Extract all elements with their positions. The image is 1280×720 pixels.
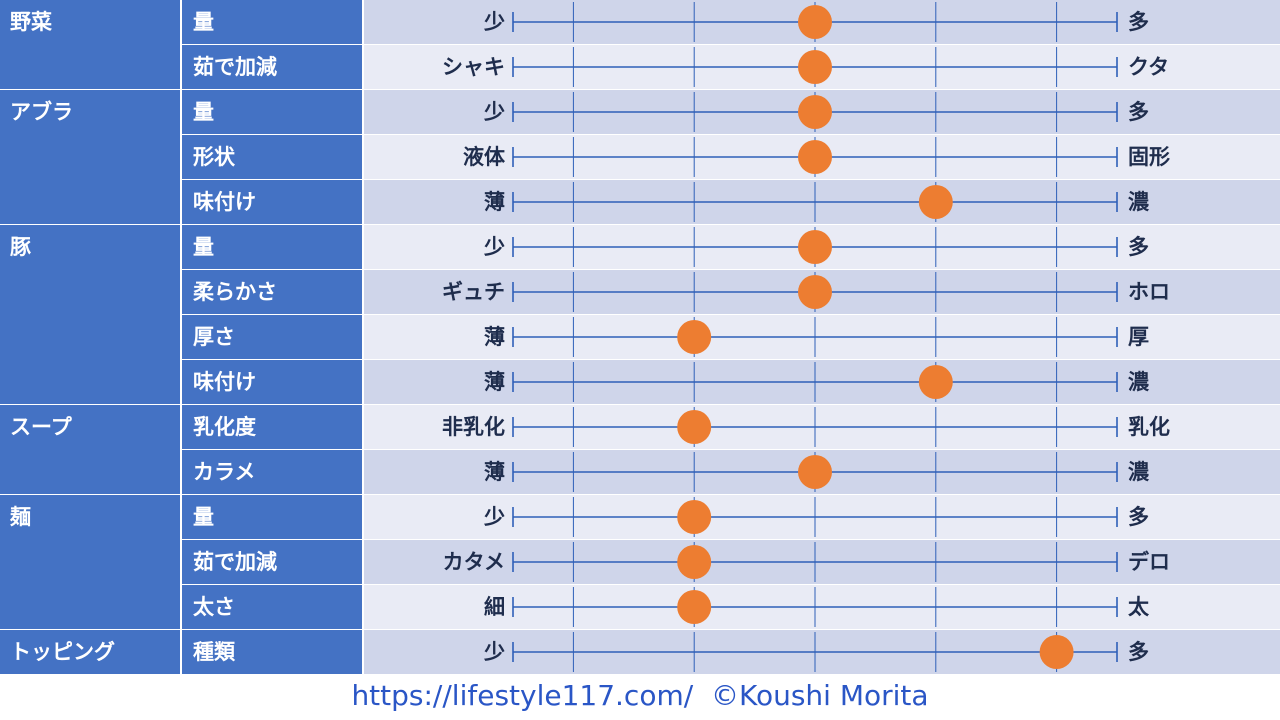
min-label: 液体 bbox=[463, 145, 506, 169]
group-cell bbox=[0, 495, 180, 629]
max-label: 固形 bbox=[1128, 145, 1170, 169]
max-label: 太 bbox=[1128, 595, 1150, 619]
item-cell bbox=[182, 135, 362, 179]
min-label: 少 bbox=[483, 10, 505, 34]
item-label: 乳化度 bbox=[193, 415, 256, 439]
item-cell bbox=[182, 225, 362, 269]
min-label: ギュチ bbox=[442, 280, 505, 304]
item-cell bbox=[182, 540, 362, 584]
group-label: 野菜 bbox=[10, 10, 52, 34]
min-label: カタメ bbox=[443, 550, 505, 574]
item-label: 量 bbox=[193, 100, 214, 124]
item-cell bbox=[182, 585, 362, 629]
min-label: 細 bbox=[484, 595, 505, 619]
item-cell bbox=[182, 495, 362, 539]
max-label: 濃 bbox=[1128, 190, 1150, 214]
max-label: 多 bbox=[1128, 505, 1149, 529]
max-label: 多 bbox=[1128, 640, 1149, 664]
value-marker bbox=[798, 50, 832, 84]
group-cell bbox=[0, 630, 180, 674]
item-cell bbox=[182, 630, 362, 674]
min-label: 薄 bbox=[484, 325, 505, 349]
min-label: 非乳化 bbox=[442, 415, 505, 439]
min-label: シャキ bbox=[442, 55, 505, 79]
item-label: 太さ bbox=[193, 595, 235, 619]
max-label: デロ bbox=[1128, 550, 1170, 574]
max-label: 多 bbox=[1128, 10, 1149, 34]
item-label: 量 bbox=[193, 235, 214, 259]
item-cell bbox=[182, 405, 362, 449]
group-label: 豚 bbox=[10, 235, 31, 259]
item-label: 量 bbox=[193, 505, 214, 529]
max-label: クタ bbox=[1128, 55, 1169, 79]
item-cell bbox=[182, 315, 362, 359]
value-marker bbox=[677, 320, 712, 354]
item-label: 量 bbox=[193, 10, 214, 34]
max-label: 乳化 bbox=[1128, 415, 1170, 439]
value-marker bbox=[677, 590, 712, 624]
max-label: 濃 bbox=[1128, 460, 1150, 484]
max-label: 多 bbox=[1128, 100, 1149, 124]
item-cell bbox=[182, 180, 362, 224]
group-label: トッピング bbox=[10, 640, 115, 664]
value-marker bbox=[1039, 635, 1074, 669]
min-label: 薄 bbox=[484, 370, 505, 394]
footer: https://lifestyle117.com/ ©Koushi Morita bbox=[0, 676, 1280, 716]
item-cell bbox=[182, 360, 362, 404]
max-label: 濃 bbox=[1128, 370, 1150, 394]
item-label: 種類 bbox=[193, 640, 236, 664]
value-marker bbox=[798, 275, 832, 309]
item-cell bbox=[182, 45, 362, 89]
max-label: ホロ bbox=[1128, 280, 1170, 304]
min-label: 少 bbox=[483, 235, 505, 259]
min-label: 少 bbox=[483, 100, 505, 124]
group-cell bbox=[0, 0, 180, 89]
item-label: カラメ bbox=[193, 460, 255, 484]
group-cell bbox=[0, 405, 180, 494]
value-marker bbox=[677, 500, 712, 534]
item-cell bbox=[182, 450, 362, 494]
group-cell bbox=[0, 90, 180, 224]
footer-credit: ©Koushi Morita bbox=[710, 679, 929, 712]
value-marker bbox=[677, 410, 712, 444]
max-label: 多 bbox=[1128, 235, 1149, 259]
value-marker bbox=[918, 365, 953, 399]
value-marker bbox=[677, 545, 712, 579]
item-cell bbox=[182, 270, 362, 314]
min-label: 少 bbox=[483, 505, 505, 529]
group-label: アブラ bbox=[10, 100, 73, 124]
item-cell bbox=[182, 90, 362, 134]
min-label: 薄 bbox=[484, 460, 505, 484]
item-label: 厚さ bbox=[193, 325, 235, 349]
value-marker bbox=[798, 95, 832, 129]
group-label: 麺 bbox=[9, 505, 31, 529]
value-marker bbox=[798, 5, 832, 39]
value-marker bbox=[798, 230, 832, 264]
value-marker bbox=[798, 455, 832, 489]
footer-url[interactable]: https://lifestyle117.com/ bbox=[351, 679, 694, 712]
item-label: 柔らかさ bbox=[193, 280, 277, 304]
item-label: 形状 bbox=[193, 145, 236, 169]
min-label: 少 bbox=[483, 640, 505, 664]
item-label: 味付け bbox=[193, 370, 256, 394]
value-marker bbox=[798, 140, 832, 174]
min-label: 薄 bbox=[484, 190, 505, 214]
max-label: 厚 bbox=[1128, 325, 1149, 349]
group-cell bbox=[0, 225, 180, 404]
item-cell bbox=[182, 0, 362, 44]
item-label: 茹で加減 bbox=[193, 550, 277, 574]
value-marker bbox=[918, 185, 953, 219]
item-label: 茹で加減 bbox=[193, 55, 277, 79]
item-label: 味付け bbox=[193, 190, 256, 214]
group-label: スープ bbox=[10, 415, 73, 439]
